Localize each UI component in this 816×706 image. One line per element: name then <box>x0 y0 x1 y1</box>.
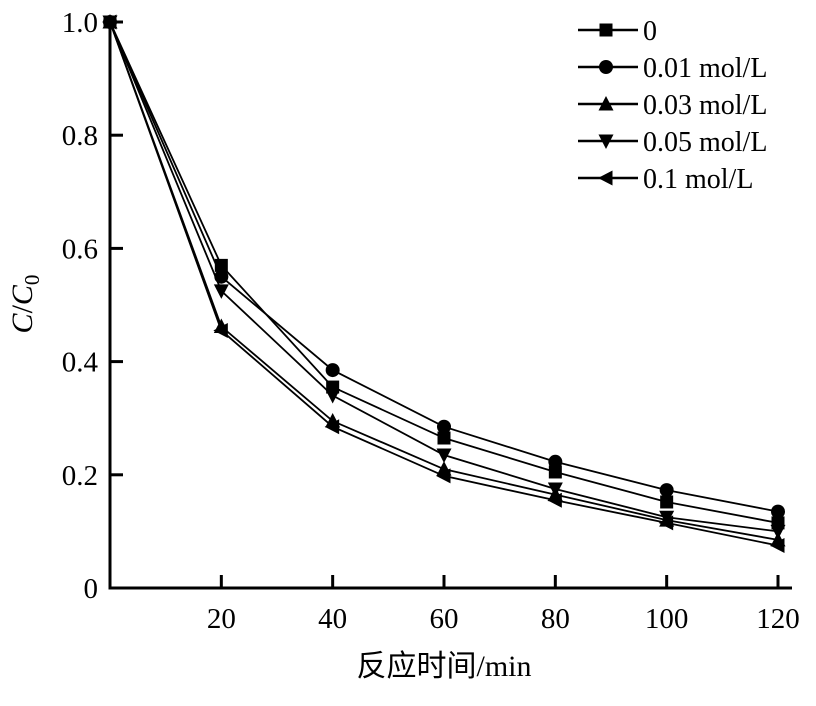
marker-square <box>599 23 613 37</box>
legend-item: 0.01 mol/L <box>578 53 767 84</box>
x-axis-title: 反应时间/min <box>356 650 531 683</box>
legend-label: 0.1 mol/L <box>643 164 753 195</box>
legend-item: 0.03 mol/L <box>578 90 767 121</box>
marker-triangle-left <box>598 170 613 186</box>
marker-triangle-left <box>547 492 562 508</box>
legend-label: 0.05 mol/L <box>643 127 767 158</box>
x-tick-label: 20 <box>207 603 236 635</box>
y-tick-label: 0.8 <box>62 120 98 152</box>
marker-square <box>660 495 674 509</box>
x-tick-label: 100 <box>645 603 689 635</box>
marker-triangle-left <box>436 468 451 484</box>
marker-triangle-left <box>324 419 340 435</box>
y-tick-label: 0.2 <box>62 460 98 492</box>
marker-square <box>437 431 451 445</box>
marker-triangle-left <box>102 14 117 30</box>
marker-triangle-down <box>325 389 341 404</box>
legend-label: 0.01 mol/L <box>643 53 767 84</box>
marker-circle <box>771 504 785 519</box>
y-axis-title: C/C0 <box>6 275 44 334</box>
x-tick-label: 120 <box>756 603 800 635</box>
marker-triangle-down <box>436 448 452 463</box>
marker-triangle-down <box>213 284 229 299</box>
marker-circle <box>325 363 340 378</box>
series-4 <box>102 14 785 554</box>
marker-triangle-left <box>770 538 785 554</box>
legend-label: 0.03 mol/L <box>643 90 767 121</box>
y-tick-label: 0.4 <box>62 347 99 379</box>
x-tick-label: 80 <box>541 603 570 635</box>
legend-item: 0.05 mol/L <box>578 127 767 158</box>
legend-label: 0 <box>643 16 657 47</box>
marker-circle <box>659 483 674 498</box>
marker-circle <box>599 60 613 74</box>
marker-triangle-down <box>659 510 675 526</box>
legend-item: 0.1 mol/L <box>578 164 753 195</box>
marker-triangle-left <box>658 515 674 531</box>
series-3 <box>102 15 786 540</box>
x-tick-label: 60 <box>430 603 459 635</box>
marker-triangle-down <box>598 134 614 149</box>
marker-triangle-up <box>598 96 614 111</box>
marker-triangle-down <box>770 524 786 540</box>
legend: 0 0.01 mol/L 0.03 mol/L 0.05 mol/L 0.1 mol/L <box>578 16 767 195</box>
y-tick-label: 0 <box>84 573 99 605</box>
legend-item: 0 <box>578 16 657 47</box>
marker-circle <box>548 454 563 469</box>
marker-triangle-down <box>547 482 563 497</box>
marker-square <box>548 465 562 479</box>
y-tick-label: 1.0 <box>62 7 98 39</box>
marker-circle <box>437 419 451 434</box>
marker-triangle-left <box>213 322 228 338</box>
y-tick-label: 0.6 <box>62 233 98 265</box>
x-tick-label: 40 <box>318 603 347 635</box>
